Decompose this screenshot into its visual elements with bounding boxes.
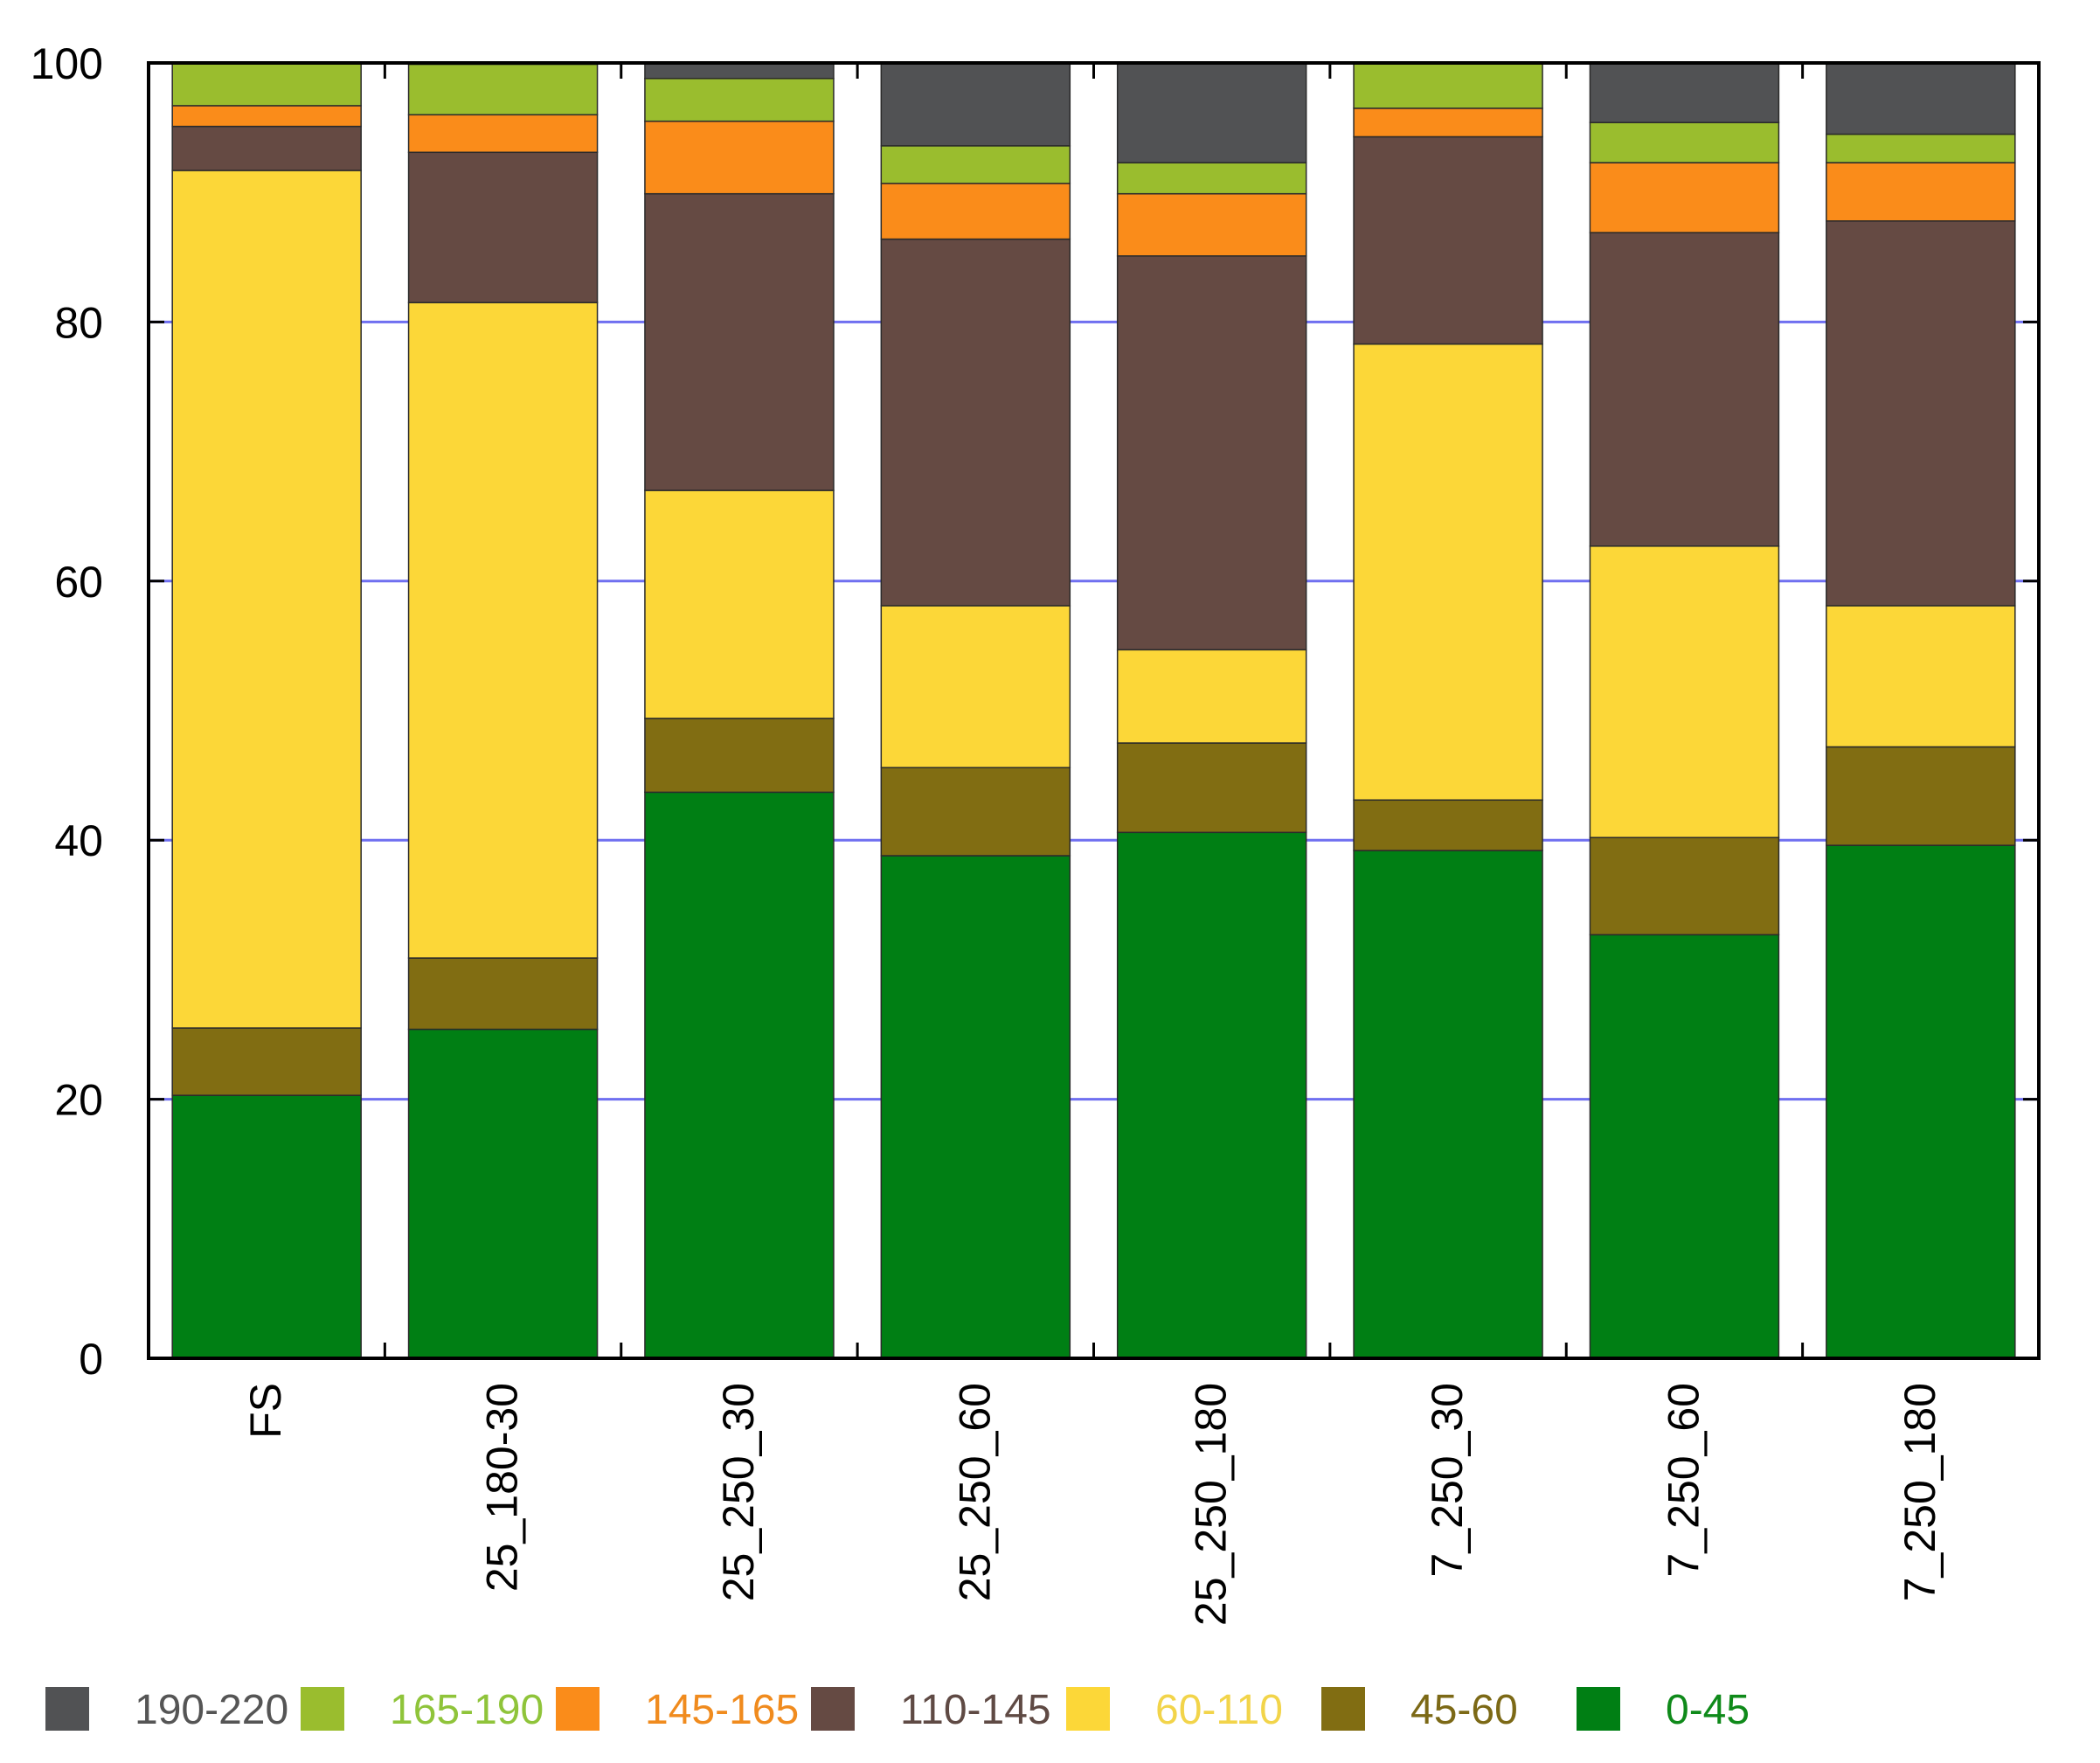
bar-segment (171, 125, 362, 171)
bar-segment (1116, 649, 1307, 744)
bar-segment (171, 1027, 362, 1096)
legend-label: 165-190 (390, 1687, 544, 1733)
bar-segment (644, 791, 835, 1359)
bar-segment (1116, 255, 1307, 651)
legend-swatch (1066, 1687, 1110, 1731)
bar-segment (1589, 836, 1780, 936)
bar-segment (880, 183, 1071, 240)
bar-segment (171, 62, 362, 107)
y-tick-label: 20 (54, 1076, 103, 1125)
legend-label: 45-60 (1410, 1687, 1518, 1733)
bar-segment (644, 120, 835, 195)
legend-swatch (1577, 1687, 1620, 1731)
bar-segment (407, 957, 599, 1031)
legend-swatch (45, 1687, 89, 1731)
y-tick-label: 40 (54, 816, 103, 865)
bar-segment (171, 105, 362, 128)
legend-label: 0-45 (1666, 1687, 1750, 1733)
bar-segment (1589, 62, 1780, 123)
bar-segment (880, 605, 1071, 768)
x-tick-label: 7_250_30 (1423, 1383, 1472, 1577)
legend-label: 60-110 (1155, 1687, 1283, 1733)
bar-segment (1116, 192, 1307, 257)
x-tick-label: 7_250_180 (1896, 1383, 1944, 1601)
x-tick-label: 25_250_30 (714, 1383, 763, 1601)
bar-segment (1116, 831, 1307, 1359)
bar-segment (1353, 108, 1543, 138)
bar-segment (1826, 746, 2016, 846)
bar-segment (407, 302, 599, 959)
legend-label: 190-220 (135, 1687, 288, 1733)
legend: 190-220 165-190 145-165 110-145 60-110 45-60 0… (45, 1687, 1750, 1733)
bar-segment (1353, 343, 1543, 802)
bar-segment (1589, 934, 1780, 1359)
x-axis: FS 25_180-30 25_250_30 25_250_60 25_250_180 7… (241, 63, 1944, 1626)
bar-segment (1826, 62, 2016, 135)
bar-segment (1826, 162, 2016, 222)
bar-segment (880, 62, 1071, 147)
bar-segment (1353, 62, 1543, 109)
bar-segment (171, 1094, 362, 1359)
bar-segment (1116, 742, 1307, 834)
bar-segment (880, 238, 1071, 607)
bar-segment (1353, 850, 1543, 1359)
legend-label: 110-145 (900, 1687, 1051, 1733)
bar-segment (407, 151, 599, 303)
y-tick-label: 100 (31, 39, 103, 88)
bar-segment (1589, 121, 1780, 163)
bar-segment (1353, 799, 1543, 851)
x-tick-label: 25_180-30 (478, 1383, 527, 1592)
x-tick-label: FS (241, 1383, 290, 1439)
bar-segment (1589, 545, 1780, 838)
bar-segment (407, 1028, 599, 1359)
y-tick-label: 0 (79, 1335, 103, 1384)
bar-segment (407, 114, 599, 154)
legend-swatch (1321, 1687, 1365, 1731)
bar-segment (1589, 232, 1780, 547)
bar-segment (644, 489, 835, 719)
bar-segment (1826, 844, 2016, 1359)
y-axis: 0 20 40 60 80 100 (31, 39, 2039, 1384)
bar-segment (171, 170, 362, 1029)
bar-segment (644, 718, 835, 794)
y-tick-label: 60 (54, 558, 103, 607)
bar-segment (1116, 162, 1307, 195)
bar-segment (1589, 162, 1780, 233)
bar-segment (880, 855, 1071, 1359)
legend-swatch (556, 1687, 600, 1731)
y-tick-label: 80 (54, 298, 103, 347)
bar-segment (1826, 133, 2016, 163)
bar-segment (1116, 62, 1307, 163)
legend-swatch (811, 1687, 855, 1731)
legend-swatch (301, 1687, 344, 1731)
bar-segment (644, 62, 835, 80)
bar-segment (644, 78, 835, 122)
x-tick-label: 7_250_60 (1659, 1383, 1708, 1577)
x-tick-label: 25_250_180 (1187, 1383, 1236, 1626)
bar-segment (644, 192, 835, 491)
bar-segment (1826, 605, 2016, 748)
bar-segment (1826, 220, 2016, 607)
bar-segment (1353, 135, 1543, 345)
bar-segment (880, 145, 1071, 184)
bars (171, 62, 2016, 1359)
bar-segment (880, 767, 1071, 857)
legend-label: 145-165 (645, 1687, 799, 1733)
bar-segment (407, 63, 599, 116)
x-tick-label: 25_250_60 (950, 1383, 999, 1601)
